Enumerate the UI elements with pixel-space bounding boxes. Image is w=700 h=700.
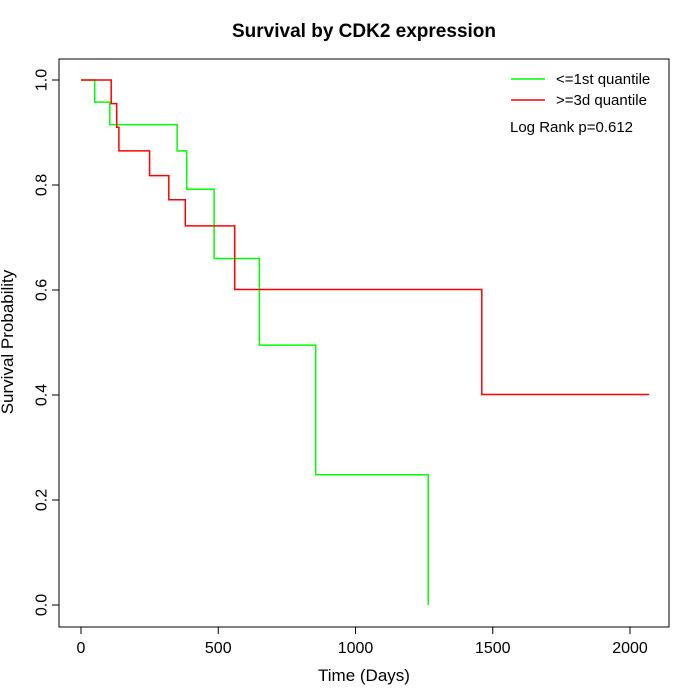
- survival-curve-series-1: [81, 79, 429, 605]
- x-axis-label: Time (Days): [318, 666, 410, 685]
- legend-label-series-1: <=1st quantile: [556, 71, 650, 88]
- y-tick-label: 1.0: [34, 69, 51, 91]
- x-tick-label: 1500: [475, 640, 511, 657]
- y-axis-label: Survival Probability: [0, 269, 17, 414]
- y-tick-label: 0.4: [34, 384, 51, 406]
- x-tick-label: 500: [205, 640, 232, 657]
- legend-label-series-2: >=3d quantile: [556, 92, 647, 109]
- log-rank-annotation: Log Rank p=0.612: [510, 119, 633, 136]
- y-tick-label: 0.6: [34, 279, 51, 301]
- y-axis: 0.0 0.2 0.4 0.6 0.8 1.0: [34, 69, 60, 616]
- survival-curve-series-2: [81, 79, 650, 396]
- x-tick-label: 0: [77, 640, 86, 657]
- x-tick-label: 2000: [612, 640, 648, 657]
- y-tick-label: 0.2: [34, 489, 51, 511]
- chart-title: Survival by CDK2 expression: [232, 21, 496, 42]
- legend: <=1st quantile >=3d quantile: [511, 71, 650, 109]
- x-tick-label: 1000: [338, 640, 374, 657]
- series-layer: [81, 79, 650, 605]
- x-axis: 0 500 1000 1500 2000: [77, 626, 648, 657]
- y-tick-label: 0.0: [34, 594, 51, 616]
- y-tick-label: 0.8: [34, 174, 51, 196]
